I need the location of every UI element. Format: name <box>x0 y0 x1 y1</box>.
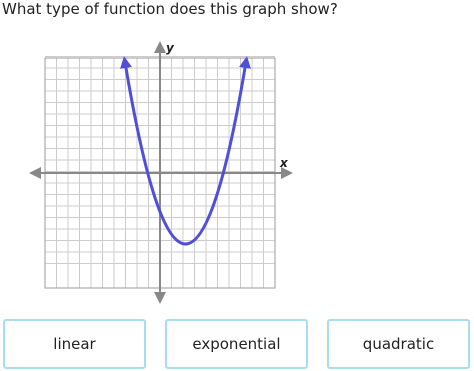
choice-button[interactable]: quadratic <box>327 319 470 369</box>
graph: x y <box>29 41 293 304</box>
question: What type of function does this graph sh… <box>2 0 338 18</box>
y-axis-label: y <box>166 41 175 55</box>
x-axis-label: x <box>279 156 289 170</box>
choice-button[interactable]: exponential <box>165 319 308 369</box>
parabola <box>120 56 251 246</box>
choice-button[interactable]: linear <box>3 319 146 369</box>
